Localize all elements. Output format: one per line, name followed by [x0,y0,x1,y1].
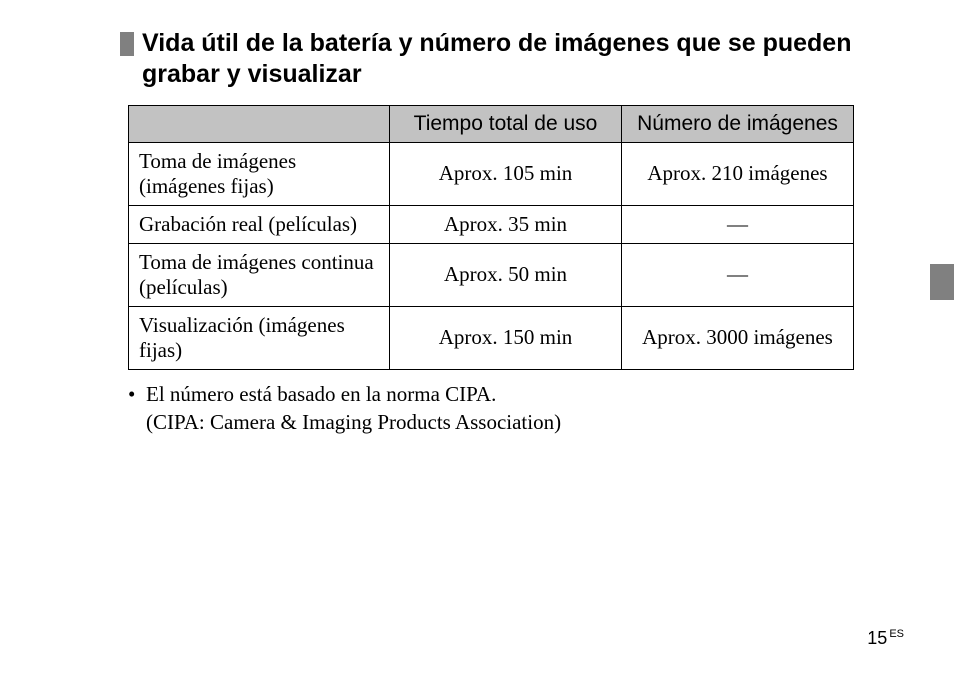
page-number-value: 15 [867,628,887,648]
row-time: Aprox. 105 min [390,142,622,205]
row-time: Aprox. 35 min [390,205,622,243]
page-number: 15ES [867,628,904,649]
manual-page: Vida útil de la batería y número de imág… [0,0,954,673]
footnote-line-1: • El número está basado en la norma CIPA… [128,380,854,408]
table-header-count: Número de imágenes [622,105,854,142]
table-row: Visualización (imágenes fijas) Aprox. 15… [129,306,854,369]
table-header-blank [129,105,390,142]
row-time: Aprox. 50 min [390,243,622,306]
bullet-icon: • [128,380,146,408]
battery-table-wrap: Tiempo total de uso Número de imágenes T… [128,105,854,370]
table-row: Toma de imágenes continua (películas) Ap… [129,243,854,306]
table-header-row: Tiempo total de uso Número de imágenes [129,105,854,142]
page-lang-code: ES [889,628,904,640]
row-count: Aprox. 210 imágenes [622,142,854,205]
row-label: Toma de imágenes (imágenes fijas) [129,142,390,205]
section-heading: Vida útil de la batería y número de imág… [142,28,884,91]
heading-marker-icon [120,32,134,56]
battery-life-table: Tiempo total de uso Número de imágenes T… [128,105,854,370]
footnotes: • El número está basado en la norma CIPA… [128,380,854,437]
row-time: Aprox. 150 min [390,306,622,369]
row-count: — [622,243,854,306]
footnote-text-1: El número está basado en la norma CIPA. [146,380,496,408]
row-count: — [622,205,854,243]
section-heading-row: Vida útil de la batería y número de imág… [120,28,884,91]
row-label: Toma de imágenes continua (películas) [129,243,390,306]
row-label: Grabación real (películas) [129,205,390,243]
row-count: Aprox. 3000 imágenes [622,306,854,369]
row-label: Visualización (imágenes fijas) [129,306,390,369]
table-header-time: Tiempo total de uso [390,105,622,142]
side-tab-marker [930,264,954,300]
table-row: Toma de imágenes (imágenes fijas) Aprox.… [129,142,854,205]
table-row: Grabación real (películas) Aprox. 35 min… [129,205,854,243]
footnote-text-2: (CIPA: Camera & Imaging Products Associa… [146,408,854,436]
